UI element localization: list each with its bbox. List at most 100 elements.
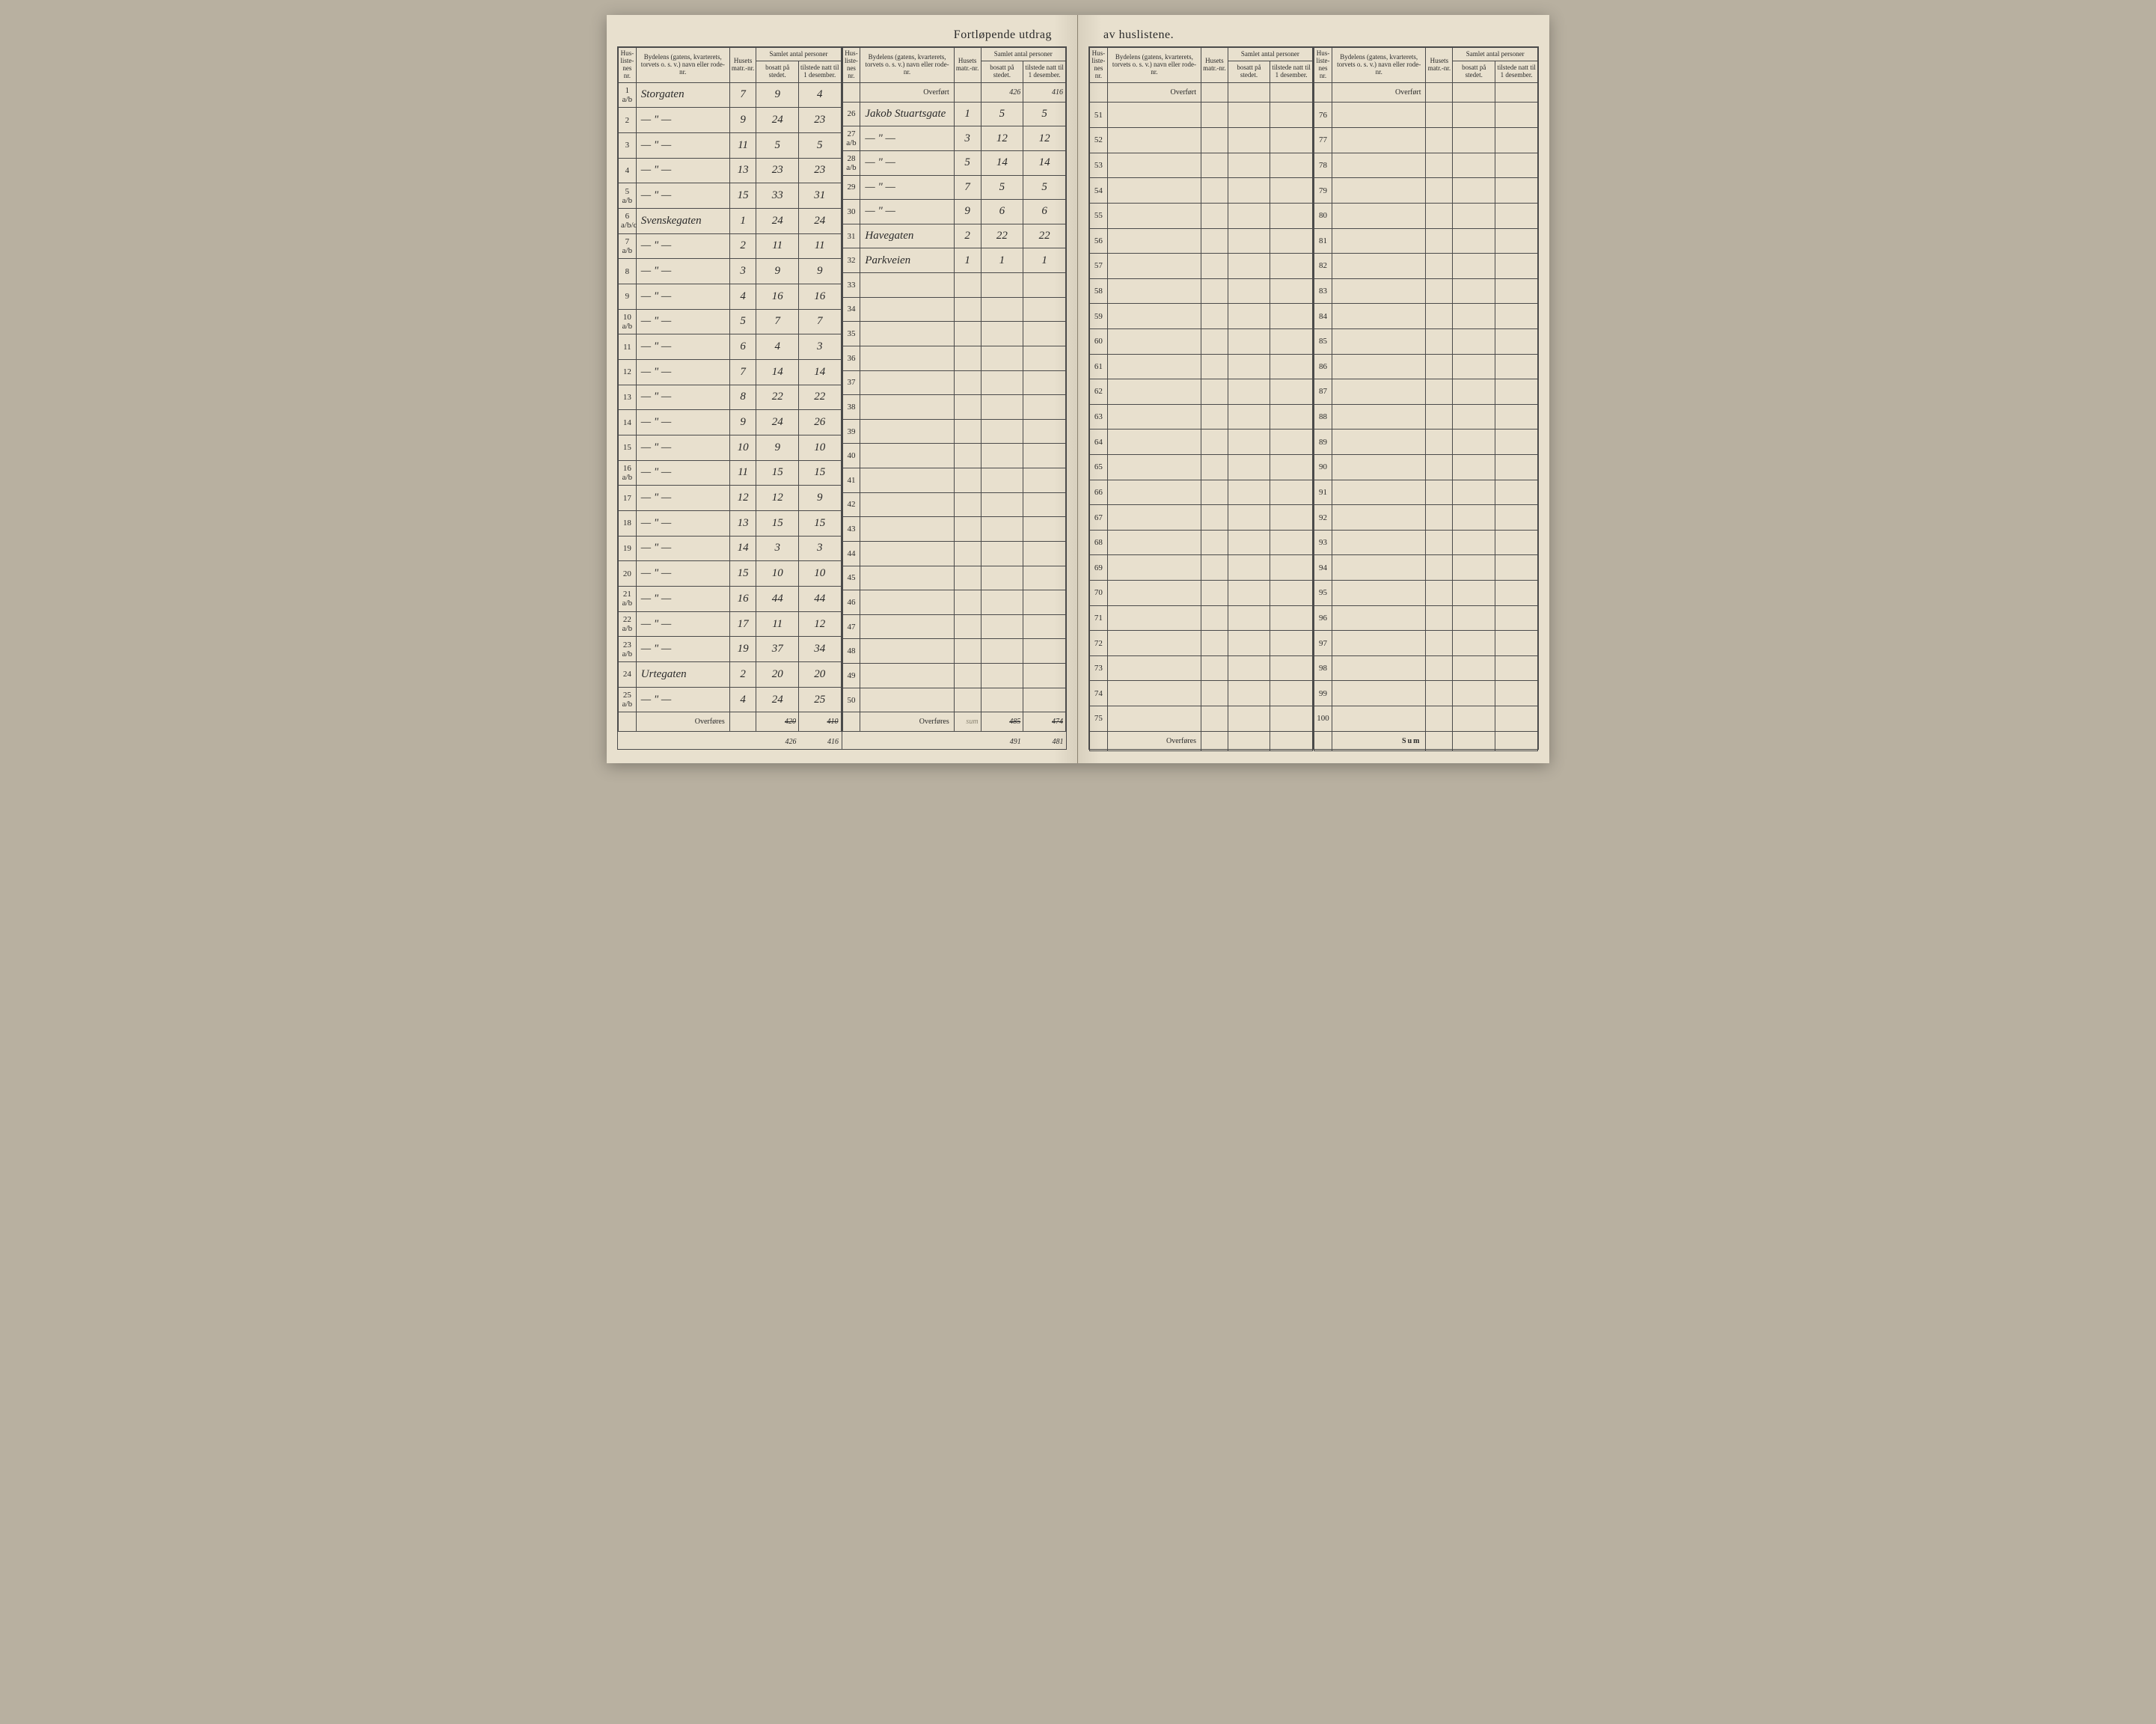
table-row: 85: [1314, 328, 1538, 354]
table-row: 35: [842, 322, 1066, 346]
cell-til: [1270, 454, 1313, 480]
cell-til: 12: [1023, 126, 1066, 151]
cell-nr: 42: [842, 492, 860, 517]
cell-til: 11: [798, 233, 841, 259]
cell-bos: [1453, 530, 1495, 555]
cell-til: [1495, 430, 1538, 455]
cell-byd: [860, 322, 954, 346]
cell-byd: — " —: [636, 309, 729, 334]
cell-bos: [981, 639, 1023, 664]
cell-bos: [1453, 480, 1495, 505]
cell-nr: 74: [1090, 681, 1108, 706]
cell-bos: [981, 273, 1023, 298]
cell-nr: 89: [1314, 430, 1332, 455]
cell-nr: 51: [1090, 103, 1108, 128]
cell-nr: 45: [842, 566, 860, 590]
cell-bos: [1228, 454, 1270, 480]
cell-byd: Urtegaten: [636, 662, 729, 688]
cell-byd: [860, 492, 954, 517]
cell-bos: [981, 541, 1023, 566]
cell-byd: Parkveien: [860, 248, 954, 273]
cell-byd: — " —: [636, 410, 729, 435]
table-row: 7 a/b— " —21111: [619, 233, 842, 259]
cell-til: [1023, 419, 1066, 444]
table-row: 83: [1314, 278, 1538, 304]
cell-bos: 11: [756, 611, 799, 637]
cell-byd: [1107, 605, 1201, 631]
cell-nr: 100: [1314, 706, 1332, 732]
cell-til: 16: [798, 284, 841, 309]
cell-bos: [981, 566, 1023, 590]
col1-foot-bos2: 426: [756, 732, 799, 751]
cell-nr: 68: [1090, 530, 1108, 555]
cell-til: [1023, 395, 1066, 420]
table-row: 63: [1090, 404, 1313, 430]
cell-byd: — " —: [636, 158, 729, 183]
cell-bos: 37: [756, 637, 799, 662]
overfort-label: Overført: [860, 82, 954, 102]
table-row: 62: [1090, 379, 1313, 405]
cell-matr: [1201, 430, 1228, 455]
table-row: 49: [842, 664, 1066, 688]
cell-bos: 15: [756, 460, 799, 486]
cell-nr: 82: [1314, 254, 1332, 279]
table-row: 11— " —643: [619, 334, 842, 360]
cell-til: 23: [798, 158, 841, 183]
table-row: 9— " —41616: [619, 284, 842, 309]
table-row: 16 a/b— " —111515: [619, 460, 842, 486]
cell-matr: 2: [729, 662, 756, 688]
cell-nr: 84: [1314, 304, 1332, 329]
cell-til: [1270, 505, 1313, 531]
cell-byd: — " —: [636, 611, 729, 637]
table-row: 73: [1090, 655, 1313, 681]
cell-til: [1270, 681, 1313, 706]
col1-footer2: 426 416: [619, 732, 842, 751]
table-row: 96: [1314, 605, 1538, 631]
table-header: Hus-liste-nes nr. Bydelens (gatens, kvar…: [619, 48, 842, 83]
cell-matr: 7: [729, 82, 756, 108]
cell-nr: 75: [1090, 706, 1108, 732]
cell-byd: — " —: [636, 486, 729, 511]
table-row: 52: [1090, 128, 1313, 153]
table-row: 5 a/b— " —153331: [619, 183, 842, 209]
table-row: 71: [1090, 605, 1313, 631]
cell-matr: [1426, 228, 1453, 254]
cell-byd: [860, 639, 954, 664]
cell-bos: [1453, 254, 1495, 279]
cell-matr: 6: [729, 334, 756, 360]
table-row: 97: [1314, 631, 1538, 656]
cell-bos: 10: [756, 561, 799, 587]
table-row: 1 a/bStorgaten794: [619, 82, 842, 108]
cell-matr: [954, 614, 981, 639]
cell-til: 20: [798, 662, 841, 688]
cell-byd: [860, 517, 954, 542]
cell-byd: [1332, 128, 1426, 153]
cell-byd: — " —: [636, 132, 729, 158]
cell-matr: [1426, 581, 1453, 606]
hdr-matr: Husets matr.-nr.: [729, 48, 756, 83]
cell-til: [1270, 304, 1313, 329]
cell-nr: 33: [842, 273, 860, 298]
cell-matr: 7: [729, 359, 756, 385]
right-page: av huslistene. Hus-liste-nes nr. Bydelen…: [1078, 15, 1549, 763]
table-row: 32Parkveien111: [842, 248, 1066, 273]
cell-matr: [1201, 128, 1228, 153]
cell-bos: 3: [756, 536, 799, 561]
cell-nr: 67: [1090, 505, 1108, 531]
cell-til: [1495, 631, 1538, 656]
ledger-column-1: Hus-liste-nes nr. Bydelens (gatens, kvar…: [617, 46, 842, 750]
table-row: 30— " —966: [842, 200, 1066, 224]
cell-nr: 12: [619, 359, 637, 385]
table-row: 29— " —755: [842, 175, 1066, 200]
cell-nr: 21 a/b: [619, 587, 637, 612]
cell-nr: 94: [1314, 555, 1332, 581]
cell-nr: 43: [842, 517, 860, 542]
cell-byd: [1332, 655, 1426, 681]
page-title-right: av huslistene.: [1088, 28, 1539, 42]
cell-nr: 80: [1314, 203, 1332, 228]
cell-bos: [1228, 278, 1270, 304]
cell-byd: [1332, 254, 1426, 279]
table-row: 42: [842, 492, 1066, 517]
table-row: 99: [1314, 681, 1538, 706]
cell-bos: 44: [756, 587, 799, 612]
